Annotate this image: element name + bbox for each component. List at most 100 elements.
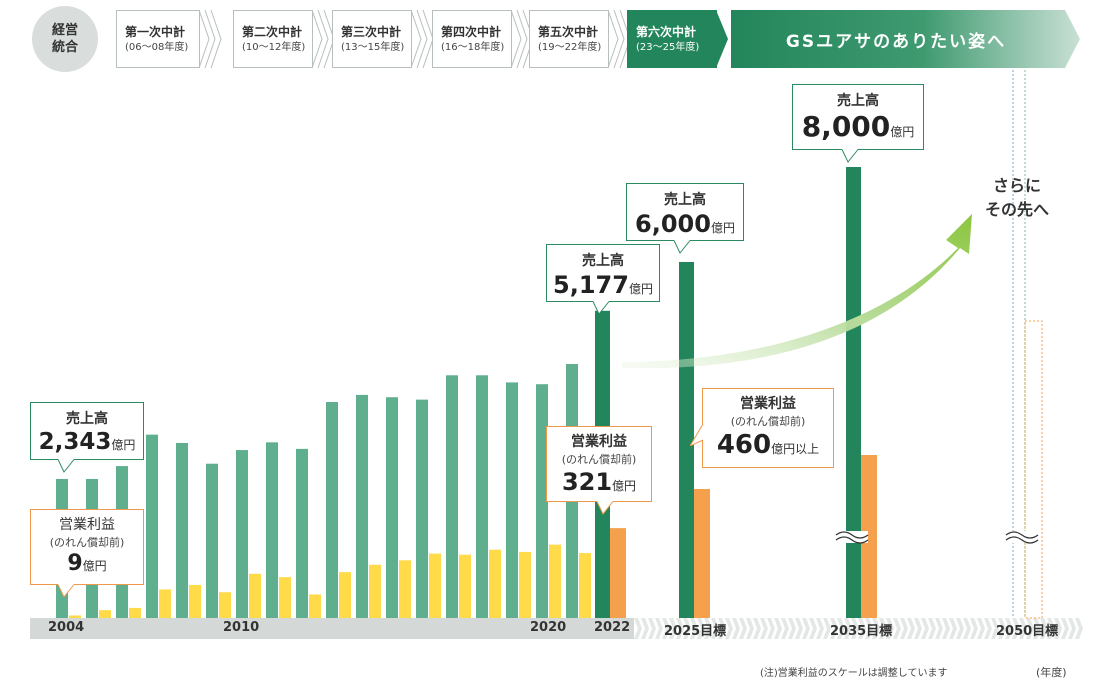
callout-value: 2,343 (38, 429, 112, 455)
callout-value: 460 (716, 430, 772, 460)
axis-band-chevron (669, 618, 677, 639)
badge-line-2: 統合 (51, 40, 78, 55)
phase-period: (16〜18年度) (441, 41, 505, 53)
axis-band-chevron (774, 618, 782, 639)
axis-band-chevron (795, 618, 803, 639)
axis-band-chevron (900, 618, 908, 639)
axis-band-chevron (753, 618, 761, 639)
callout-title: 営業利益 (740, 396, 796, 412)
callout-title: 営業利益 (571, 434, 627, 450)
axis-band-chevron (662, 618, 670, 639)
sales-bar-2018 (476, 375, 488, 618)
sales-bar-2035目標 (846, 167, 861, 618)
callout-tail (593, 301, 609, 315)
profit-bar-2013 (339, 572, 351, 618)
axis-band-chevron (844, 618, 852, 639)
x-tick-label: 2004 (48, 620, 85, 635)
axis-band-chevron (683, 618, 691, 639)
callout-subtitle: (のれん償却前) (730, 415, 806, 428)
sales-bar-2007 (146, 434, 158, 618)
sales-bar-2016 (416, 399, 428, 618)
callout-value: 9 (67, 551, 83, 576)
callout-title: 売上高 (664, 192, 706, 208)
phase-period: (10〜12年度) (242, 41, 306, 53)
profit-bar-2025目標 (694, 489, 710, 618)
axis-band-chevron (739, 618, 747, 639)
callout-sales-2022: 売上高 5,177億円 (546, 244, 660, 302)
axis-band-chevron (998, 618, 1006, 639)
profit-bar-2009 (219, 592, 231, 618)
sales-bar-2008 (176, 442, 188, 618)
axis-band-chevron (1047, 618, 1055, 639)
axis-breaks (835, 531, 1039, 544)
profit-bar-2022 (610, 528, 626, 618)
axis-break-icon (1005, 536, 1039, 544)
callout-tail (58, 459, 74, 473)
sales-bar-2010 (236, 450, 248, 618)
callout-value: 8,000 (801, 110, 891, 143)
axis-band-chevron (655, 618, 663, 639)
callout-tail (674, 240, 690, 254)
profit-bar-2012 (309, 594, 321, 618)
callout-sales-2025: 売上高 6,000億円 (626, 183, 744, 241)
phase-title: 第二次中計 (242, 24, 303, 39)
axis-band-chevron (886, 618, 894, 639)
axis-band-chevron (781, 618, 789, 639)
callout-title: 売上高 (66, 411, 108, 427)
callout-subtitle: (のれん償却前) (49, 536, 125, 549)
phase-box: 第一次中計 (06〜08年度) (116, 10, 200, 68)
axis-band-chevron (935, 618, 943, 639)
axis-band-chevron (1005, 618, 1013, 639)
callout-profit-2025: 営業利益 (のれん償却前) 460億円以上 (702, 388, 834, 468)
callout-profit-2004: 営業利益 (のれん償却前) 9億円 (30, 509, 144, 585)
x-tick-label: 2035目標 (830, 624, 893, 639)
profit-bar-2008 (189, 584, 201, 618)
axis-band-chevron (1054, 618, 1062, 639)
profit-bar-2014 (369, 564, 381, 618)
axis-band-chevron (760, 618, 768, 639)
callout-unit: 億円 (111, 438, 136, 452)
axis-band-chevron (809, 618, 817, 639)
axis-band-chevron (1068, 618, 1076, 639)
phase-box: 第六次中計 (23〜25年度) (627, 10, 717, 68)
callout-unit: 億円 (82, 559, 107, 573)
phase-chevron-icon (199, 10, 222, 68)
phase-title: 第三次中計 (341, 24, 402, 39)
callout-tail (597, 501, 613, 515)
profit-bar-2035目標 (861, 455, 877, 618)
x-tick-label: 2050目標 (996, 624, 1059, 639)
axis-band-chevron (942, 618, 950, 639)
x-tick-label: 2020 (530, 620, 567, 635)
sales-bar-2009 (206, 463, 218, 618)
scale-note: (注)営業利益のスケールは調整しています (760, 668, 948, 679)
phase-6: 第六次中計 (23〜25年度) (627, 10, 739, 68)
phase-title: 第四次中計 (441, 24, 502, 39)
profit-bar-2016 (429, 553, 441, 618)
axis-band-chevron (879, 618, 887, 639)
vision-title: GSユアサのありたい姿へ (785, 31, 1007, 52)
callout-value: 6,000 (635, 210, 711, 238)
axis-band-chevron (641, 618, 649, 639)
axis-band-chevron (690, 618, 698, 639)
phase-period: (23〜25年度) (636, 41, 700, 53)
axis-band-chevron (928, 618, 936, 639)
callout-tail (842, 149, 858, 163)
profit-bar-2021 (579, 553, 591, 618)
axis-band-chevron (1012, 618, 1020, 639)
profit-bar-2007 (159, 589, 171, 618)
axis-band-chevron (991, 618, 999, 639)
phase-period: (06〜08年度) (125, 41, 189, 53)
callout-title: 売上高 (837, 93, 879, 109)
profit-bar-2004 (69, 615, 81, 618)
callout-unit: 億円 (710, 221, 735, 235)
axis-band-chevron (1019, 618, 1027, 639)
axis-band-chevron (956, 618, 964, 639)
axis-band-chevron (865, 618, 873, 639)
axis-band-chevron (963, 618, 971, 639)
sales-bar-2014 (356, 394, 368, 618)
vision-banner: GSユアサのありたい姿へ (731, 10, 1080, 68)
sales-bar-2020 (536, 384, 548, 618)
axis-band-chevron (816, 618, 824, 639)
axis-band-chevron (718, 618, 726, 639)
axis-band-chevron (907, 618, 915, 639)
